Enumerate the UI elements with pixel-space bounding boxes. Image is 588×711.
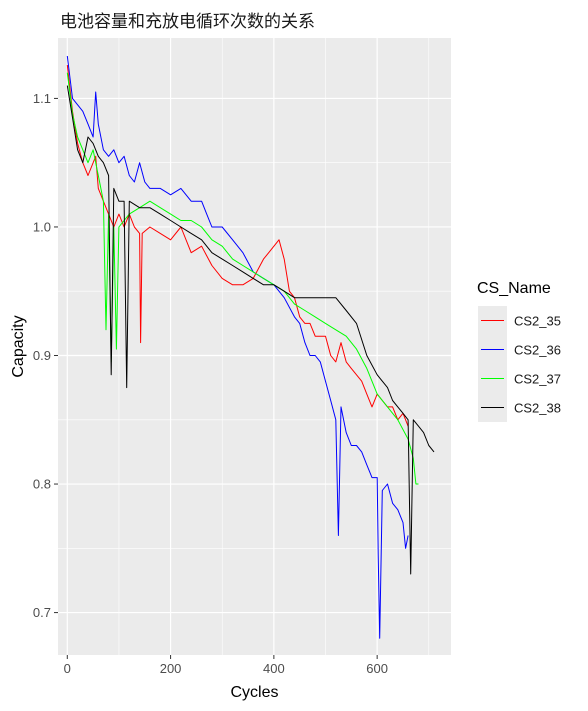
y-tick-label: 0.9 [33, 348, 51, 363]
axis-ticks: 0 200 400 600 0.7 0.8 0.9 1.0 1.1 [33, 91, 388, 676]
series-line-cs2-38 [66, 85, 435, 575]
legend-label: CS2_36 [514, 343, 561, 358]
x-tick-label: 200 [160, 661, 182, 676]
y-axis-title: Capacity [10, 315, 27, 377]
legend: CS_Name CS2_35 CS2_36 CS2_37 CS2_38 [477, 280, 561, 422]
chart-title: 电池容量和充放电循环次数的关系 [60, 12, 315, 32]
x-axis-title: Cycles [230, 684, 278, 701]
x-tick-label: 400 [263, 661, 285, 676]
y-tick-label: 0.7 [33, 605, 51, 620]
legend-label: CS2_38 [514, 401, 561, 416]
grid [58, 38, 451, 655]
y-tick-label: 1.1 [33, 91, 51, 106]
legend-label: CS2_35 [514, 314, 561, 329]
x-tick-label: 600 [366, 661, 388, 676]
legend-label: CS2_37 [514, 372, 561, 387]
series-lines [66, 55, 435, 639]
y-tick-label: 0.8 [33, 477, 51, 492]
legend-title: CS_Name [477, 280, 551, 297]
y-tick-label: 1.0 [33, 219, 51, 234]
series-line-cs2-37 [66, 72, 419, 485]
x-tick-label: 0 [64, 661, 71, 676]
plot-panel [58, 38, 451, 655]
